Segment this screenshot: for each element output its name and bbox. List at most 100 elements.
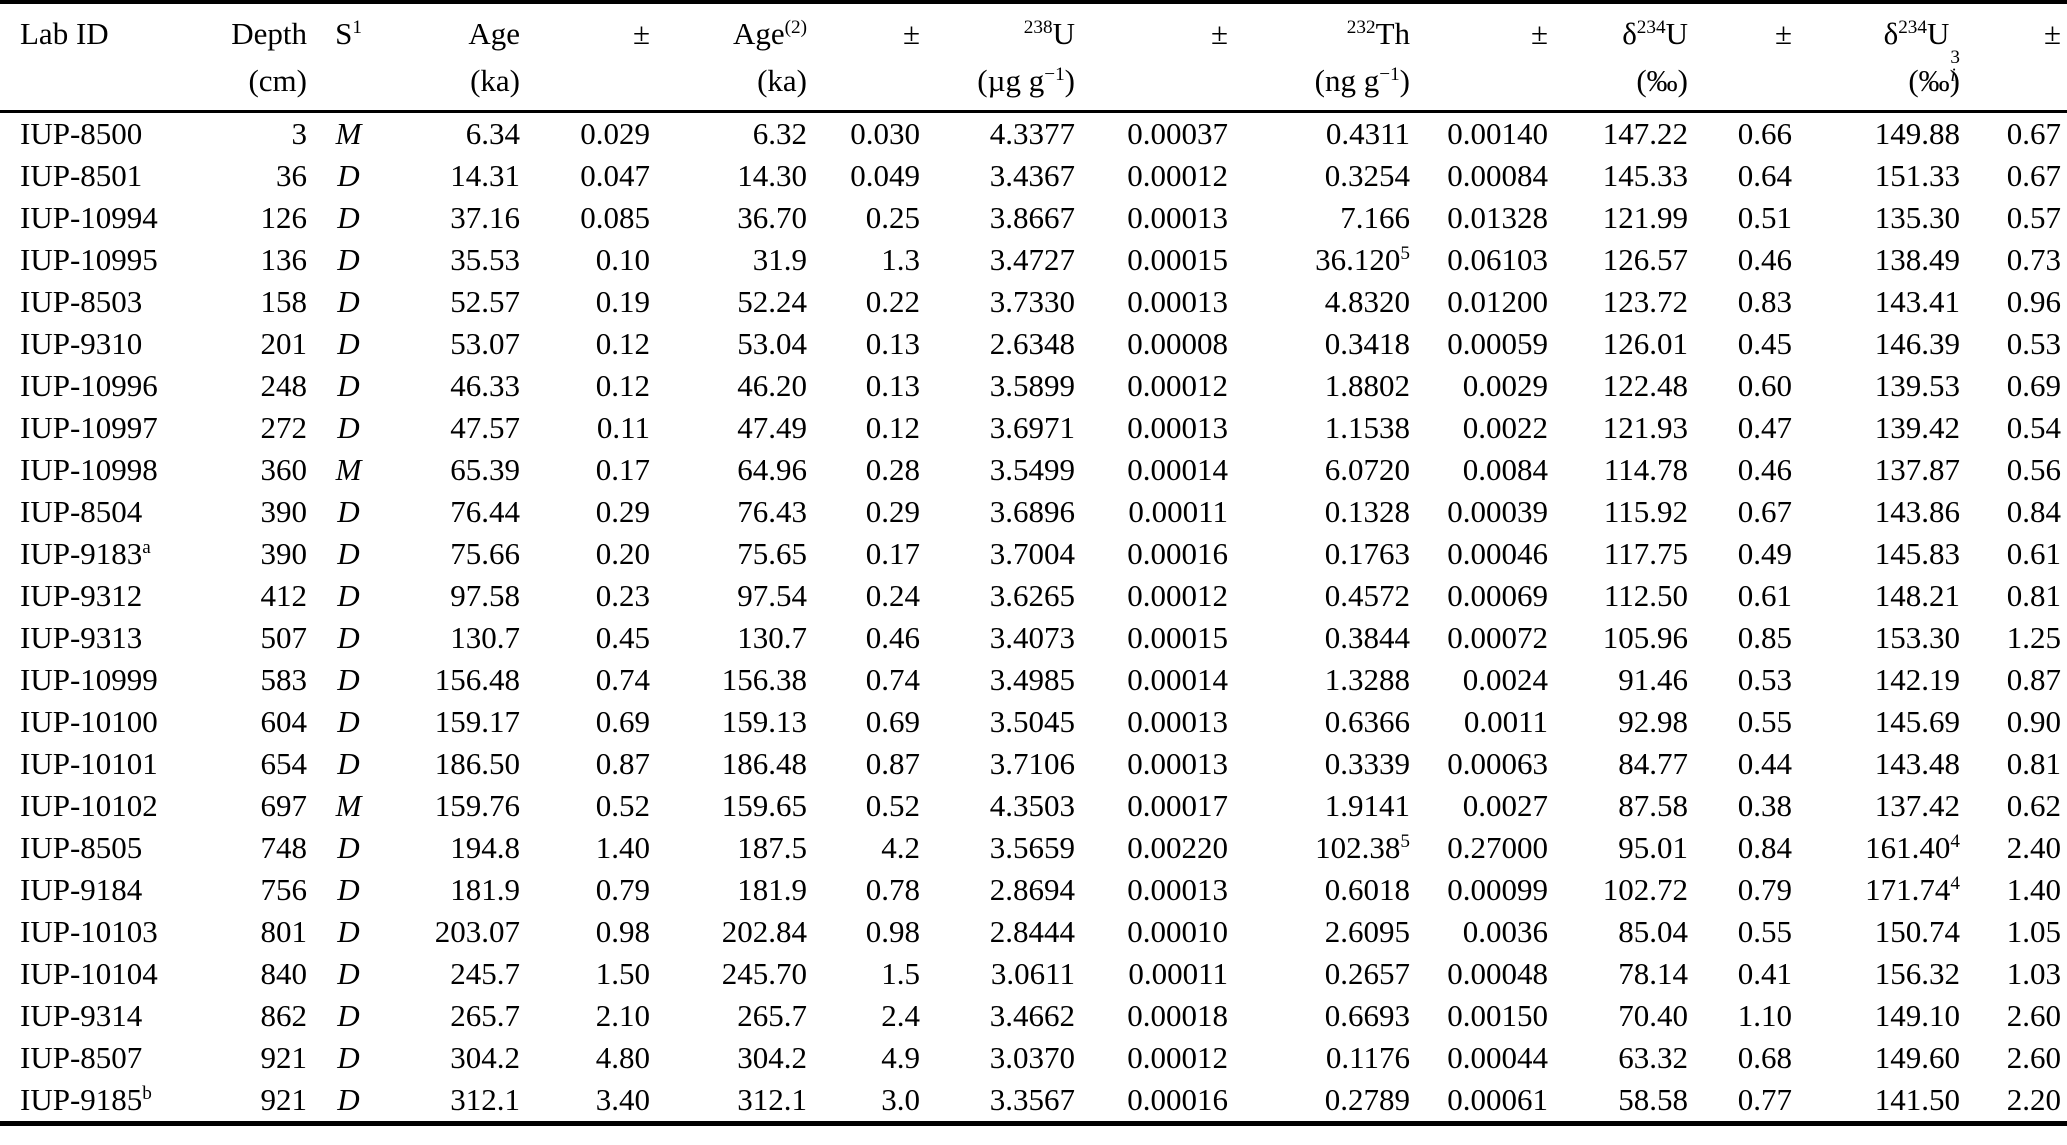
- data-cell: 2.40: [2006, 830, 2061, 865]
- data-cell: 0.030: [850, 116, 920, 151]
- data-cell: 0.29: [865, 494, 920, 529]
- lab-id-cell: IUP-10100: [20, 704, 158, 739]
- data-cell: 1.05: [2006, 914, 2061, 949]
- data-cell: 137.42: [1874, 788, 1960, 823]
- table-row: IUP-9312 412 D 97.58 0.23 97.54 0.24 3.6265 0.00…: [0, 575, 2067, 617]
- data-cell: 0.00016: [1127, 536, 1228, 571]
- data-cell: 136: [260, 242, 308, 277]
- data-cell: 2.6095: [1324, 914, 1410, 949]
- data-cell: 0.4572: [1324, 578, 1410, 613]
- data-cell: 122.48: [1602, 368, 1688, 403]
- data-cell: 149.88: [1874, 116, 1960, 151]
- data-cell: 95.01: [1618, 830, 1688, 865]
- data-cell: D: [337, 872, 360, 907]
- data-cell: 36.1205: [1315, 242, 1410, 277]
- data-cell: 159.76: [434, 788, 520, 823]
- data-cell: 0.6366: [1324, 704, 1410, 739]
- table-row: IUP-9185b 921 D 312.1 3.40 312.1 3.0 3.3567 0.00…: [0, 1079, 2067, 1124]
- data-cell: 0.049: [850, 158, 920, 193]
- data-cell: 194.8: [450, 830, 520, 865]
- data-cell: 0.13: [865, 368, 920, 403]
- data-cell: 0.12: [595, 368, 650, 403]
- data-cell: 0.00018: [1127, 998, 1228, 1033]
- data-cell: M: [335, 788, 362, 823]
- data-cell: 52.57: [450, 284, 520, 319]
- data-cell: 84.77: [1618, 746, 1688, 781]
- data-cell: 0.00150: [1447, 998, 1548, 1033]
- data-cell: 3.4727: [989, 242, 1075, 277]
- data-cell: 360: [260, 452, 308, 487]
- data-cell: 0.01200: [1447, 284, 1548, 319]
- data-cell: 0.00072: [1447, 620, 1548, 655]
- data-cell: 186.50: [434, 746, 520, 781]
- data-cell: 0.87: [2006, 662, 2061, 697]
- data-cell: 3.4073: [989, 620, 1075, 655]
- data-cell: 114.78: [1603, 452, 1688, 487]
- data-cell: 35.53: [450, 242, 520, 277]
- data-cell: 0.81: [2006, 746, 2061, 781]
- data-cell: 0.0024: [1462, 662, 1548, 697]
- data-cell: 3.7330: [989, 284, 1075, 319]
- data-cell: 0.00220: [1127, 830, 1228, 865]
- data-cell: 3.5045: [989, 704, 1075, 739]
- data-cell: 0.61: [2006, 536, 2061, 571]
- table-row: IUP-8505 748 D 194.8 1.40 187.5 4.2 3.5659 0.002…: [0, 827, 2067, 869]
- column-label: 232Th: [1346, 16, 1410, 51]
- column-header: δ234U (‰): [1548, 2, 1688, 112]
- lab-id-cell: IUP-8505: [20, 830, 143, 865]
- data-cell: 6.32: [752, 116, 807, 151]
- data-cell: 3.40: [595, 1082, 650, 1117]
- data-cell: 2.4: [881, 998, 920, 1033]
- data-cell: 2.8444: [989, 914, 1075, 949]
- data-cell: 654: [260, 746, 308, 781]
- data-cell: 304.2: [450, 1040, 520, 1075]
- data-cell: 0.047: [580, 158, 650, 193]
- data-cell: 245.70: [721, 956, 807, 991]
- table-row: IUP-8503 158 D 52.57 0.19 52.24 0.22 3.7330 0.00…: [0, 281, 2067, 323]
- data-cell: 0.64: [1737, 158, 1792, 193]
- data-cell: 0.57: [2006, 200, 2061, 235]
- data-cell: 604: [260, 704, 308, 739]
- column-header: 238U (µg g−1): [920, 2, 1075, 112]
- column-unit: (ng g−1): [1314, 63, 1410, 98]
- column-unit: [1075, 60, 1228, 110]
- data-cell: 148.21: [1874, 578, 1960, 613]
- data-cell: 0.00037: [1127, 116, 1228, 151]
- table-row: IUP-8500 3 M 6.34 0.029 6.32 0.030 4.3377 0.0003…: [0, 112, 2067, 156]
- lab-id-cell: IUP-10103: [20, 914, 158, 949]
- data-cell: 46.33: [450, 368, 520, 403]
- data-cell: 921: [260, 1082, 308, 1117]
- data-cell: 139.42: [1874, 410, 1960, 445]
- data-cell: 1.50: [595, 956, 650, 991]
- data-cell: 143.86: [1874, 494, 1960, 529]
- data-cell: 4.3377: [989, 116, 1075, 151]
- data-cell: D: [337, 830, 360, 865]
- table-row: IUP-10999 583 D 156.48 0.74 156.38 0.74 3.4985 0…: [0, 659, 2067, 701]
- data-cell: 0.79: [1737, 872, 1792, 907]
- data-cell: 0.00099: [1447, 872, 1548, 907]
- data-cell: 91.46: [1618, 662, 1688, 697]
- data-cell: 2.10: [595, 998, 650, 1033]
- data-cell: 156.32: [1874, 956, 1960, 991]
- data-cell: 0.00013: [1127, 746, 1228, 781]
- data-cell: 4.2: [881, 830, 920, 865]
- data-cell: 87.58: [1618, 788, 1688, 823]
- data-cell: 3.4367: [989, 158, 1075, 193]
- column-unit: [1960, 60, 2061, 110]
- data-cell: 0.60: [1737, 368, 1792, 403]
- data-cell: 0.62: [2006, 788, 2061, 823]
- data-cell: 0.00008: [1127, 326, 1228, 361]
- data-cell: M: [335, 116, 362, 151]
- data-cell: 304.2: [737, 1040, 807, 1075]
- data-cell: 0.87: [865, 746, 920, 781]
- column-label: ±: [632, 16, 650, 51]
- data-cell: 0.00013: [1127, 704, 1228, 739]
- data-cell: 31.9: [752, 242, 807, 277]
- lab-id-cell: IUP-10999: [20, 662, 158, 697]
- data-cell: 139.53: [1874, 368, 1960, 403]
- data-cell: 138.49: [1874, 242, 1960, 277]
- column-unit: [520, 60, 650, 110]
- data-cell: 2.20: [2006, 1082, 2061, 1117]
- column-label: δ234U: [1622, 16, 1688, 51]
- data-cell: 0.53: [1737, 662, 1792, 697]
